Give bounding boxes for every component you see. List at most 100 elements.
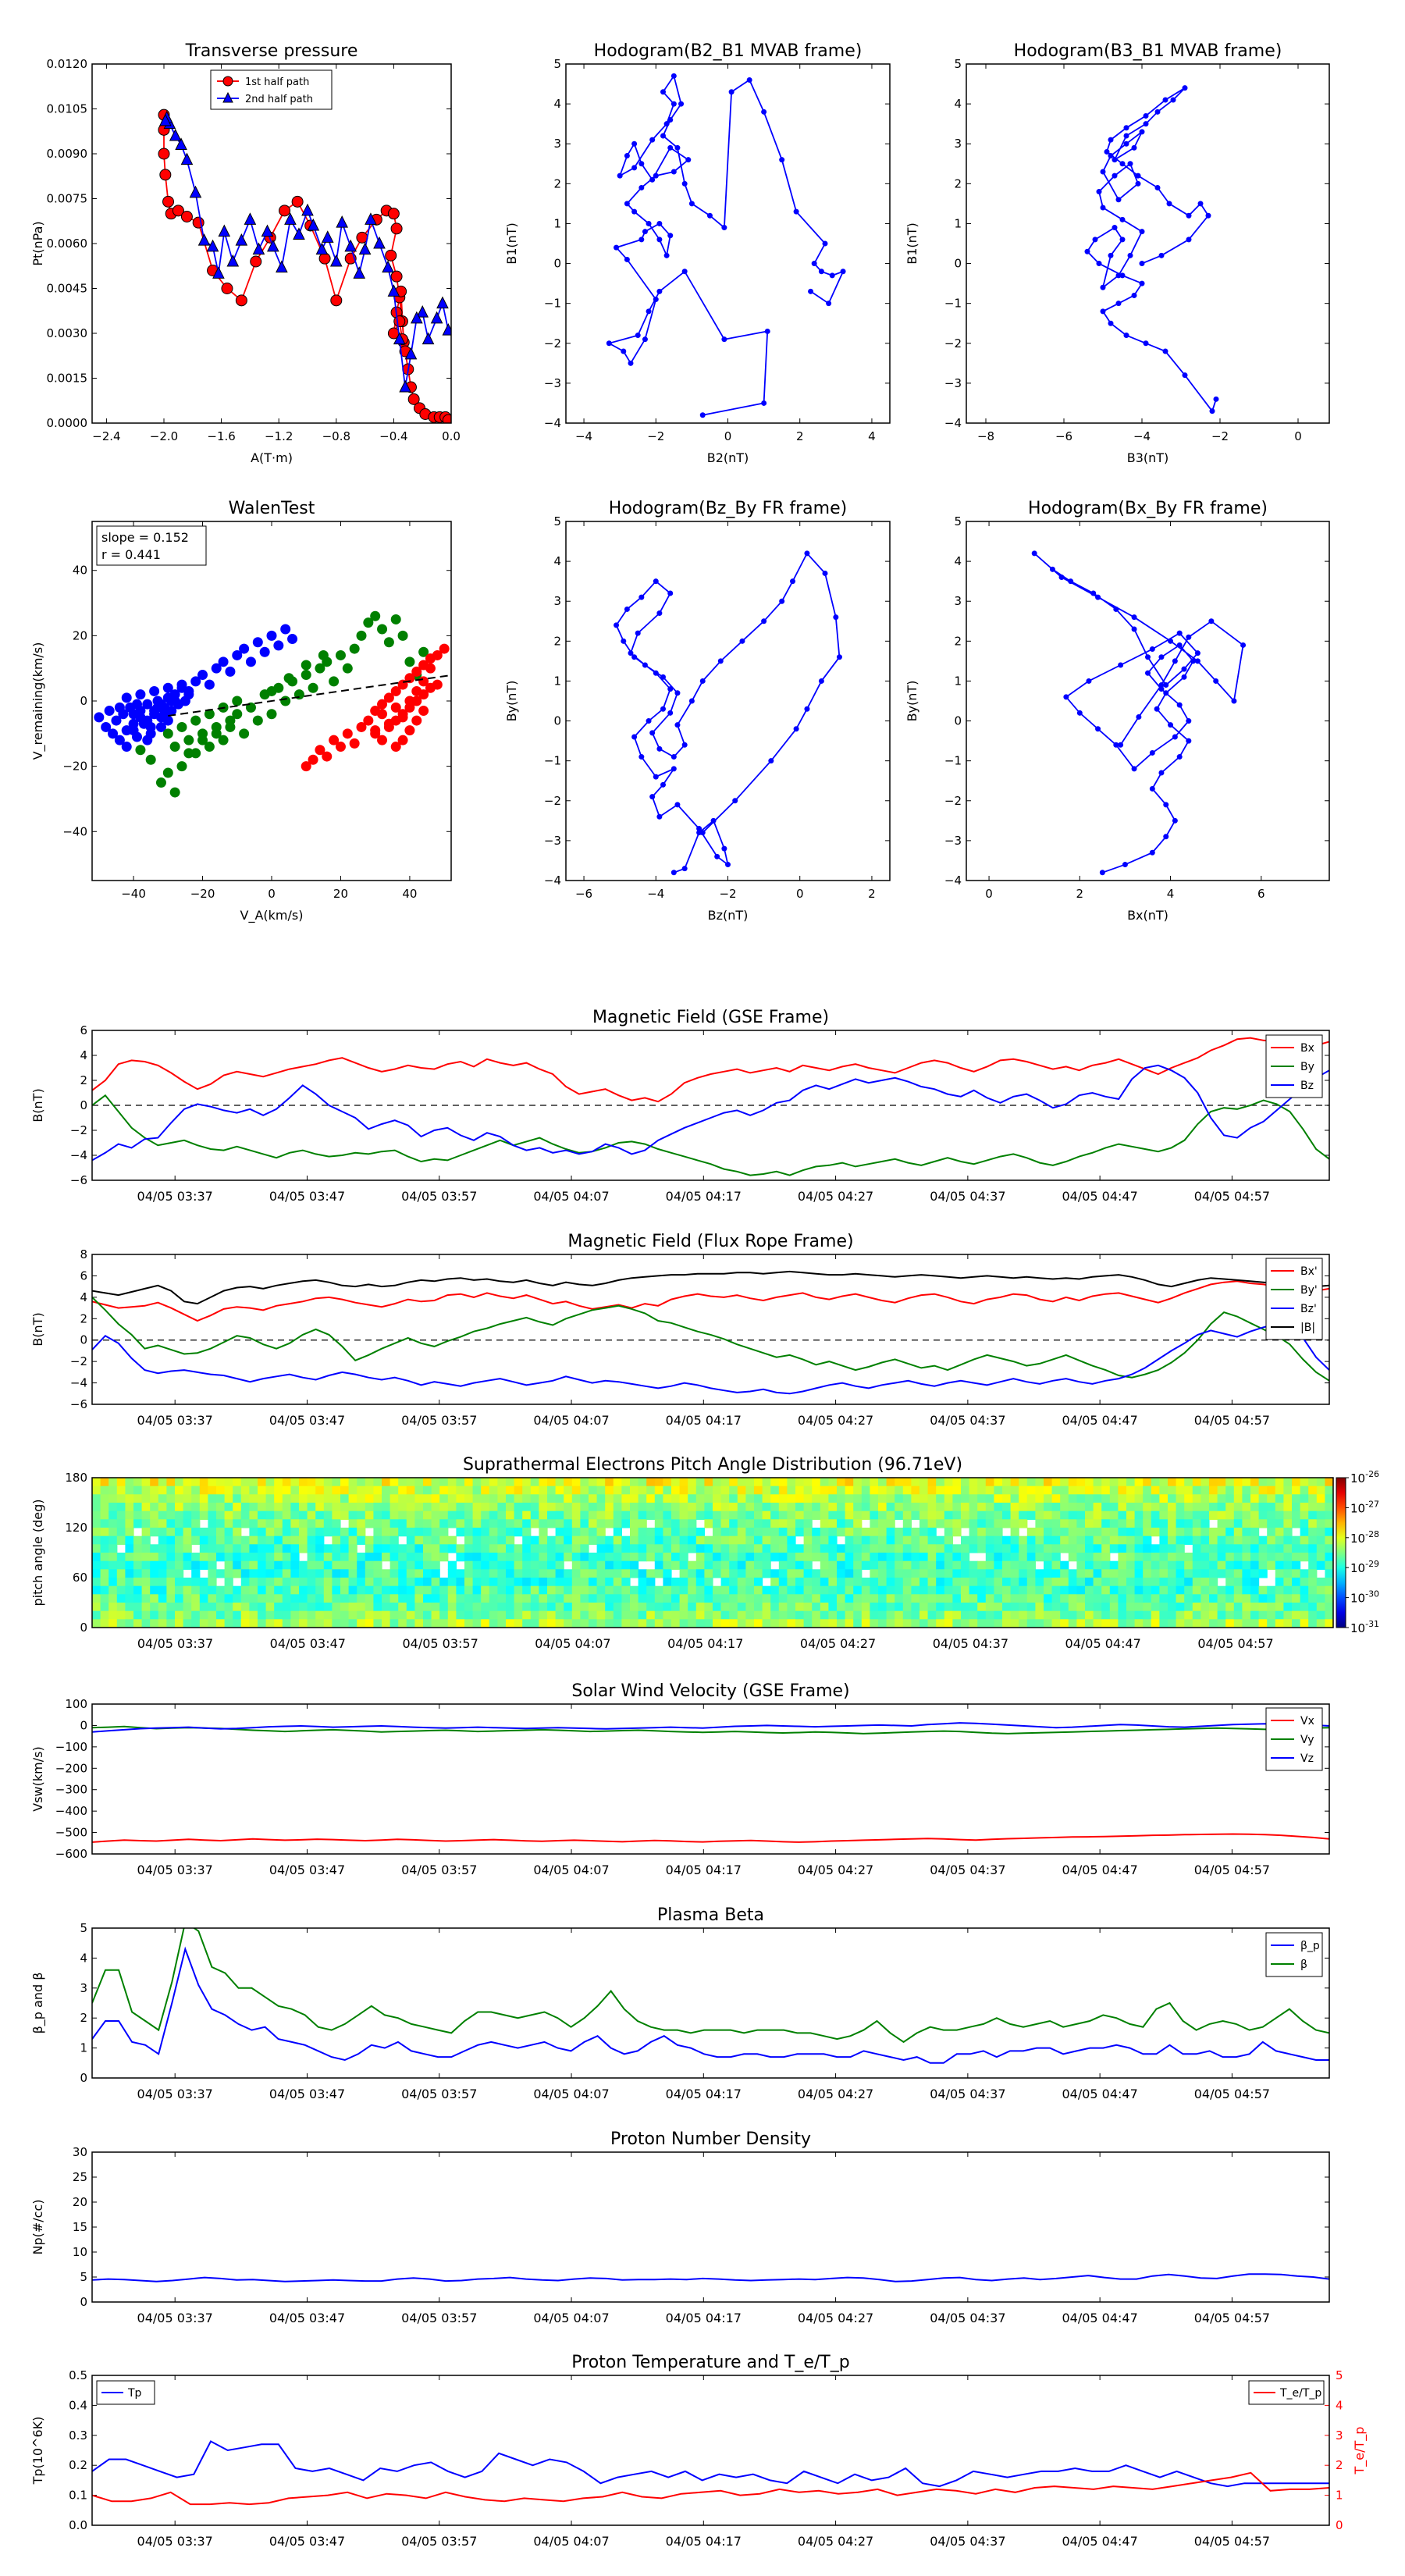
y-tick-label: −3 (944, 376, 962, 390)
heatmap-cell (1109, 1594, 1119, 1603)
heatmap-cell (679, 1494, 688, 1503)
colorbar (1336, 1477, 1346, 1628)
data-point (1131, 766, 1137, 772)
heatmap-cell (870, 1560, 879, 1570)
heatmap-cell (183, 1578, 192, 1587)
heatmap-cell (596, 1585, 606, 1595)
heatmap-cell (150, 1553, 159, 1562)
data-point (1131, 144, 1137, 151)
data-point (793, 726, 799, 732)
heatmap-cell (1300, 1544, 1309, 1553)
heatmap-cell (258, 1519, 267, 1528)
chart-title: Solar Wind Velocity (GSE Frame) (571, 1681, 849, 1701)
heatmap-cell (208, 1569, 217, 1578)
heatmap-cell (464, 1553, 474, 1562)
heatmap-cell (158, 1485, 167, 1495)
heatmap-cell (150, 1478, 159, 1487)
heatmap-cell (116, 1594, 126, 1603)
data-point (1122, 862, 1128, 868)
heatmap-cell (481, 1594, 490, 1603)
heatmap-cell (630, 1603, 639, 1612)
data-point (667, 233, 674, 239)
heatmap-cell (497, 1503, 507, 1512)
heatmap-cell (927, 1535, 937, 1545)
heatmap-cell (406, 1535, 415, 1545)
heatmap-cell (1192, 1544, 1201, 1553)
heatmap-cell (431, 1560, 440, 1570)
heatmap-cell (1002, 1510, 1012, 1520)
heatmap-cell (1308, 1603, 1318, 1612)
heatmap-cell (1134, 1594, 1144, 1603)
heatmap-cell (423, 1535, 432, 1545)
heatmap-cell (530, 1510, 539, 1520)
heatmap-cell (1184, 1569, 1193, 1578)
heatmap-cell (1292, 1560, 1301, 1570)
heatmap-cell (299, 1494, 308, 1503)
data-point (94, 712, 105, 723)
heatmap-cell (1184, 1503, 1193, 1512)
heatmap-cell (332, 1503, 341, 1512)
heatmap-cell (621, 1594, 631, 1603)
heatmap-cell (646, 1619, 656, 1628)
heatmap-cell (654, 1560, 663, 1570)
heatmap-cell (125, 1578, 134, 1587)
heatmap-cell (1085, 1560, 1094, 1570)
heatmap-cell (340, 1478, 350, 1487)
data-point (1158, 686, 1165, 692)
heatmap-cell (994, 1578, 1003, 1587)
heatmap-cell (1101, 1578, 1111, 1587)
heatmap-cell (108, 1528, 118, 1537)
heatmap-cell (977, 1528, 987, 1537)
heatmap-cell (92, 1485, 101, 1495)
series-line (1033, 553, 1244, 873)
heatmap-cell (406, 1544, 415, 1553)
heatmap-cell (233, 1519, 242, 1528)
heatmap-cell (1093, 1569, 1102, 1578)
heatmap-cell (116, 1510, 126, 1520)
heatmap-cell (1225, 1560, 1235, 1570)
heatmap-cell (514, 1544, 523, 1553)
heatmap-cell (1060, 1519, 1069, 1528)
heatmap-cell (323, 1544, 333, 1553)
data-point (342, 663, 353, 674)
heatmap-cell (258, 1619, 267, 1628)
heatmap-cell (1258, 1535, 1268, 1545)
heatmap-cell (671, 1519, 681, 1528)
heatmap-cell (439, 1519, 449, 1528)
heatmap-cell (116, 1485, 126, 1495)
heatmap-cell (1026, 1535, 1036, 1545)
heatmap-cell (944, 1619, 953, 1628)
heatmap-cell (994, 1478, 1003, 1487)
heatmap-cell (1250, 1560, 1260, 1570)
heatmap-cell (1184, 1553, 1193, 1562)
heatmap-cell (969, 1544, 978, 1553)
heatmap-cell (1267, 1535, 1276, 1545)
heatmap-cell (737, 1494, 746, 1503)
data-point (631, 208, 638, 215)
y-tick-label: 2 (954, 634, 962, 648)
heatmap-cell (927, 1560, 937, 1570)
data-point (649, 137, 656, 143)
heatmap-cell (1217, 1585, 1226, 1595)
heatmap-cell (803, 1535, 813, 1545)
heatmap-cell (1101, 1528, 1111, 1537)
heatmap-cell (762, 1535, 771, 1545)
heatmap-cell (406, 1485, 415, 1495)
heatmap-cell (522, 1610, 532, 1620)
y-tick-label: 8 (80, 1247, 87, 1261)
heatmap-cell (216, 1569, 226, 1578)
heatmap-cell (837, 1528, 846, 1537)
heatmap-cell (754, 1585, 763, 1595)
heatmap-cell (1151, 1594, 1160, 1603)
heatmap-cell (646, 1478, 656, 1487)
heatmap-cell (414, 1535, 424, 1545)
np-frame (91, 2151, 1330, 2303)
heatmap-cell (1275, 1560, 1284, 1570)
heatmap-cell (414, 1553, 424, 1562)
x-tick-label: 4 (868, 429, 876, 443)
heatmap-cell (762, 1478, 771, 1487)
heatmap-cell (1134, 1578, 1144, 1587)
heatmap-cell (1242, 1544, 1251, 1553)
heatmap-cell (845, 1560, 854, 1570)
data-point (1231, 698, 1237, 704)
